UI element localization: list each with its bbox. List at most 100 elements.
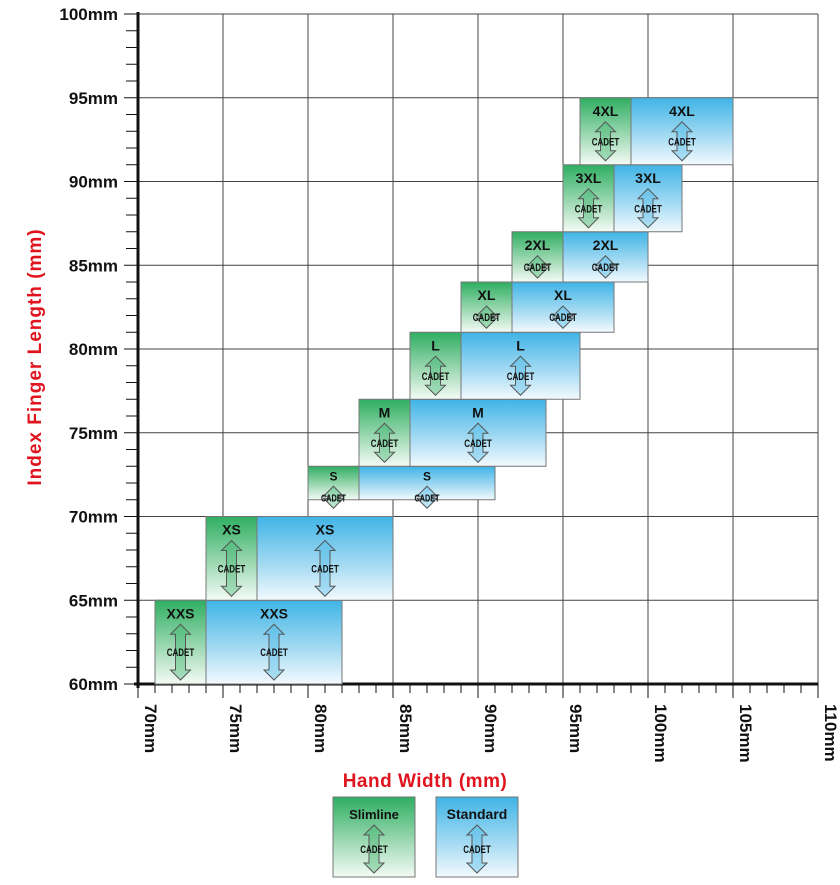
- legend-label: Standard: [447, 806, 508, 822]
- slimline-box-4xl: 4XL CADET: [579, 97, 632, 166]
- box-caption: CADET: [549, 312, 577, 324]
- standard-box-l: L CADET: [460, 331, 581, 400]
- size-label: S: [423, 469, 431, 483]
- axes: [124, 12, 819, 698]
- box-rect: [579, 97, 632, 166]
- arrow-icon: [509, 355, 532, 396]
- box-caption: CADET: [463, 844, 491, 856]
- arrow-icon: [313, 539, 337, 597]
- y-axis-title: Index Finger Length (mm): [25, 228, 46, 485]
- arrow-icon: [466, 422, 490, 463]
- standard-box-2xl: 2XL CADET: [562, 231, 649, 283]
- arrow-shape: [313, 539, 337, 597]
- box-caption: CADET: [507, 371, 535, 383]
- arrow-shape: [577, 188, 600, 229]
- arrow-shape: [424, 355, 447, 396]
- x-tick-label: 95mm: [566, 704, 585, 753]
- arrow-icon: [636, 188, 660, 229]
- slimline-box-2xl: 2XL CADET: [511, 231, 564, 283]
- x-tick-label: 110mm: [821, 704, 840, 762]
- arrow-shape: [415, 485, 439, 509]
- slimline-box-xxs: XXS CADET: [154, 599, 207, 685]
- box-caption: CADET: [575, 203, 603, 215]
- legend-item-slimline: Slimline CADET: [332, 796, 416, 878]
- size-label: XL: [554, 287, 572, 303]
- arrow-icon: [262, 623, 286, 681]
- box-rect: [460, 281, 513, 333]
- arrow-icon: [577, 188, 600, 229]
- arrow-icon: [475, 305, 498, 329]
- box-rect: [630, 97, 734, 166]
- size-label: L: [516, 337, 525, 353]
- box-caption: CADET: [668, 136, 696, 148]
- size-label: XXS: [260, 605, 288, 621]
- box-caption: CADET: [321, 493, 346, 504]
- size-label: XS: [316, 522, 335, 538]
- box-caption: CADET: [260, 647, 288, 659]
- arrow-shape: [262, 623, 286, 681]
- x-tick-label: 90mm: [481, 704, 500, 753]
- box-caption: CADET: [371, 438, 399, 450]
- arrow-shape: [466, 422, 490, 463]
- size-boxes: XXS CADET XS CADET S CADET M CADET L CADET XL CADET…: [154, 97, 734, 685]
- arrow-icon: [594, 121, 617, 162]
- arrow-shape: [322, 485, 345, 509]
- box-caption: CADET: [524, 262, 552, 274]
- x-tick-label: 75mm: [226, 704, 245, 753]
- arrow-shape: [169, 623, 192, 681]
- box-rect: [562, 231, 649, 283]
- x-tick-label: 100mm: [651, 704, 670, 763]
- slimline-box-xs: XS CADET: [205, 516, 258, 601]
- slimline-box-3xl: 3XL CADET: [562, 164, 615, 233]
- y-tick-label: 75mm: [69, 424, 118, 443]
- box-caption: CADET: [473, 312, 501, 324]
- arrow-icon: [465, 824, 489, 874]
- standard-box-s: S CADET: [358, 465, 496, 509]
- size-label: 3XL: [576, 170, 602, 186]
- slimline-box-s: S CADET: [307, 465, 360, 509]
- arrow-icon: [424, 355, 447, 396]
- arrow-shape: [220, 539, 243, 597]
- slimline-box-l: L CADET: [409, 331, 462, 400]
- slimline-box-m: M CADET: [358, 398, 411, 467]
- box-caption: CADET: [592, 262, 620, 274]
- box-caption: CADET: [311, 563, 339, 575]
- y-tick-label: 65mm: [69, 591, 118, 610]
- box-caption: CADET: [415, 493, 440, 504]
- size-label: M: [472, 404, 484, 420]
- box-rect: [409, 398, 547, 467]
- box-caption: CADET: [218, 563, 246, 575]
- x-tick-label: 85mm: [396, 704, 415, 753]
- box-caption: CADET: [422, 371, 450, 383]
- legend: Slimline CADET Standard CADET: [332, 796, 519, 878]
- x-tick-label: 80mm: [311, 704, 330, 753]
- size-label: 3XL: [635, 170, 661, 186]
- arrow-icon: [551, 305, 575, 329]
- y-tick-label: 70mm: [69, 508, 118, 527]
- size-label: XS: [222, 522, 241, 538]
- size-label: M: [379, 404, 391, 420]
- arrow-icon: [322, 485, 345, 509]
- axis-labels: 60mm 65mm 70mm 75mm 80mm 85mm 90mm 95mm 100mm 70m…: [25, 5, 840, 792]
- x-tick-label: 70mm: [141, 704, 160, 753]
- size-label: S: [329, 469, 337, 483]
- arrow-shape: [594, 121, 617, 162]
- box-caption: CADET: [592, 136, 620, 148]
- x-tick-label: 105mm: [736, 704, 755, 763]
- arrow-icon: [670, 121, 694, 162]
- arrow-icon: [362, 824, 386, 874]
- box-rect: [511, 231, 564, 283]
- size-label: XL: [478, 287, 496, 303]
- box-caption: CADET: [634, 203, 662, 215]
- box-rect: [511, 281, 615, 333]
- y-tick-label: 100mm: [59, 5, 118, 24]
- legend-label: Slimline: [349, 807, 399, 822]
- box-rect: [256, 516, 394, 601]
- arrow-shape: [509, 355, 532, 396]
- arrow-shape: [670, 121, 694, 162]
- size-label: L: [431, 337, 440, 353]
- arrow-shape: [362, 824, 386, 874]
- x-axis-title: Hand Width (mm): [343, 771, 508, 792]
- y-tick-label: 90mm: [69, 173, 118, 192]
